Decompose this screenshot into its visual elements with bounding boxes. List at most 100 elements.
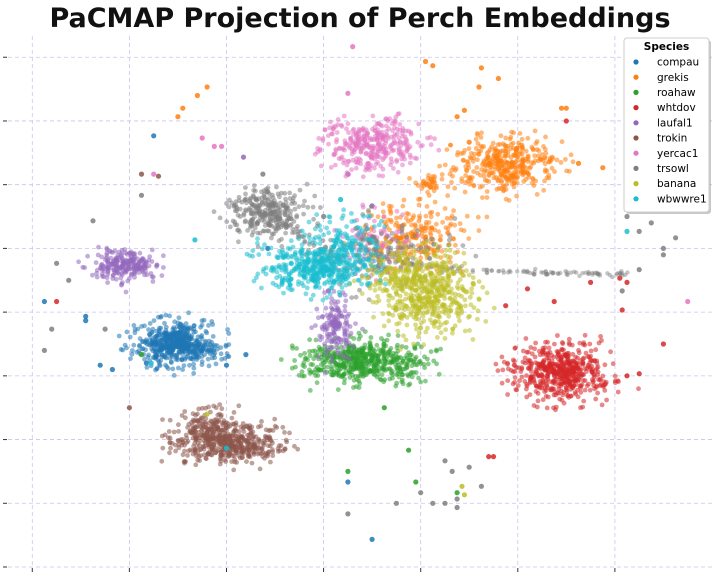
point-whtdov	[545, 366, 551, 372]
point-trsowl	[388, 247, 393, 253]
point-trsowl	[545, 272, 551, 277]
point-trokin	[223, 459, 229, 464]
point-banana	[451, 271, 457, 277]
point-yercac1	[391, 147, 397, 153]
point-trokin	[234, 437, 240, 442]
point-trsowl	[265, 189, 271, 194]
point-trsowl	[470, 269, 475, 275]
point-laufal1	[119, 282, 124, 288]
point-trsowl	[49, 326, 55, 332]
point-trokin	[162, 432, 168, 438]
point-trokin	[240, 454, 245, 460]
point-grekis	[510, 140, 516, 146]
point-laufal1	[330, 345, 336, 350]
point-trsowl	[345, 511, 351, 517]
point-roahaw	[319, 362, 324, 367]
point-trsowl	[532, 272, 537, 277]
point-trokin	[183, 415, 188, 421]
point-grekis	[394, 215, 399, 221]
point-grekis	[467, 155, 473, 160]
point-banana	[476, 297, 482, 302]
point-trokin	[244, 459, 249, 464]
point-banana	[438, 330, 444, 336]
point-banana	[456, 314, 461, 319]
point-roahaw	[374, 358, 380, 364]
point-trsowl	[565, 272, 570, 278]
point-laufal1	[322, 290, 327, 296]
point-grekis	[407, 176, 412, 181]
point-trsowl	[506, 270, 511, 275]
point-trsowl	[539, 270, 544, 275]
point-grekis	[408, 230, 414, 236]
point-whtdov	[569, 342, 575, 348]
point-roahaw	[416, 375, 421, 381]
point-grekis	[426, 193, 432, 198]
point-compau	[157, 332, 163, 337]
point-trokin	[247, 454, 253, 460]
point-whtdov	[552, 363, 557, 368]
point-trsowl	[357, 287, 362, 293]
point-compau	[122, 342, 128, 348]
point-trsowl	[577, 273, 582, 279]
point-trsowl	[550, 271, 555, 276]
point-compau	[116, 333, 122, 339]
point-roahaw	[407, 381, 413, 387]
point-laufal1	[342, 308, 348, 314]
point-roahaw	[290, 345, 295, 351]
point-whtdov	[576, 372, 581, 378]
point-banana	[404, 322, 410, 328]
point-yercac1	[397, 122, 403, 127]
point-yercac1	[365, 161, 371, 166]
point-laufal1	[149, 247, 155, 253]
point-trsowl	[660, 252, 667, 258]
point-banana	[422, 295, 427, 301]
point-grekis	[426, 220, 432, 225]
point-laufal1	[353, 321, 358, 326]
point-banana	[428, 299, 433, 305]
point-compau	[144, 365, 150, 370]
point-trokin	[277, 448, 283, 454]
point-trokin	[256, 436, 262, 442]
point-yercac1	[199, 135, 205, 141]
point-whtdov	[529, 351, 535, 357]
point-laufal1	[96, 244, 101, 250]
point-trokin	[250, 429, 256, 435]
point-whtdov	[513, 387, 519, 392]
point-banana	[434, 260, 439, 266]
point-banana	[204, 411, 210, 417]
point-trsowl	[277, 194, 282, 200]
point-roahaw	[359, 358, 364, 364]
point-trokin	[280, 424, 286, 430]
point-compau	[167, 313, 173, 319]
point-trokin	[252, 440, 258, 445]
point-yercac1	[372, 218, 377, 224]
point-compau	[137, 343, 142, 349]
point-banana	[459, 294, 464, 299]
point-roahaw	[347, 344, 352, 350]
point-roahaw	[396, 374, 402, 380]
point-banana	[406, 267, 412, 273]
point-yercac1	[330, 126, 336, 132]
point-trsowl	[449, 468, 455, 474]
point-grekis	[530, 175, 535, 181]
point-laufal1	[95, 252, 101, 258]
point-compau	[163, 341, 169, 346]
point-whtdov	[636, 371, 642, 377]
point-laufal1	[240, 154, 247, 160]
point-grekis	[466, 146, 472, 152]
point-banana	[436, 325, 442, 331]
point-grekis	[393, 222, 398, 228]
point-banana	[372, 287, 378, 293]
point-grekis	[452, 222, 458, 228]
point-roahaw	[335, 387, 341, 392]
point-trokin	[270, 453, 276, 459]
point-trsowl	[279, 236, 284, 242]
point-trsowl	[624, 213, 630, 220]
point-yercac1	[395, 169, 401, 175]
point-grekis	[503, 135, 509, 141]
point-trsowl	[619, 271, 625, 276]
point-whtdov	[612, 373, 618, 379]
point-trsowl	[430, 500, 436, 506]
series-banana	[204, 238, 497, 498]
point-grekis	[534, 192, 540, 197]
